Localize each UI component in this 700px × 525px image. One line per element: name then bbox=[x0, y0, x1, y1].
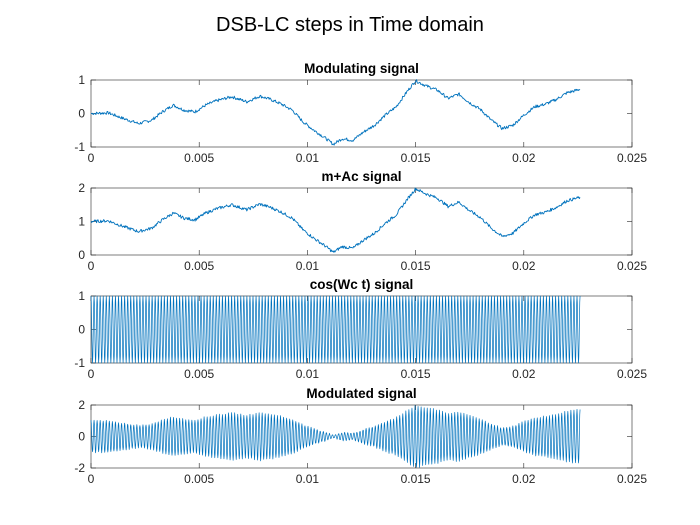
x-tick-label: 0 bbox=[88, 151, 95, 165]
x-tick-label: 0.01 bbox=[296, 367, 320, 381]
series-line bbox=[91, 79, 581, 146]
y-tick-label: 1 bbox=[78, 73, 85, 87]
plot-area bbox=[90, 295, 633, 364]
x-tick-label: 0.025 bbox=[617, 472, 647, 486]
x-tick-label: 0.01 bbox=[296, 151, 320, 165]
x-tick-label: 0.005 bbox=[184, 151, 214, 165]
y-tick-label: 2 bbox=[78, 181, 85, 195]
series-line bbox=[90, 295, 581, 364]
x-tick-label: 0.005 bbox=[184, 367, 214, 381]
subplot-title: m+Ac signal bbox=[322, 169, 402, 184]
y-tick-label: 2 bbox=[78, 398, 85, 412]
x-tick-label: 0.01 bbox=[296, 472, 320, 486]
x-tick-label: 0.02 bbox=[512, 367, 536, 381]
y-tick-label: 0 bbox=[78, 323, 85, 337]
x-tick-label: 0.025 bbox=[617, 151, 647, 165]
y-tick-label: -2 bbox=[74, 461, 85, 475]
y-tick-label: -1 bbox=[74, 140, 85, 154]
x-tick-label: 0.02 bbox=[512, 259, 536, 273]
series-line bbox=[90, 187, 581, 253]
x-tick-label: 0.02 bbox=[512, 151, 536, 165]
y-tick-label: 1 bbox=[78, 289, 85, 303]
x-tick-label: 0 bbox=[88, 472, 95, 486]
subplot-2: m+Ac signal 0 0.005 0.01 0.015 0.02 0.025 0 1 2 bbox=[78, 169, 647, 273]
x-tick-label: 0.025 bbox=[617, 259, 647, 273]
x-tick-label: 0 bbox=[88, 367, 95, 381]
subplot-panels: Modulating signal 0 0.005 0.01 0.015 0.02 0.02… bbox=[74, 61, 647, 486]
x-tick-label: 0.015 bbox=[401, 367, 431, 381]
x-tick-label: 0 bbox=[88, 259, 95, 273]
subplot-1: Modulating signal 0 0.005 0.01 0.015 0.02 0.02… bbox=[74, 61, 647, 165]
x-tick-label: 0.02 bbox=[512, 472, 536, 486]
subplot-title: cos(Wc t) signal bbox=[310, 277, 414, 292]
plot-area bbox=[90, 187, 633, 256]
y-tick-label: 0 bbox=[78, 248, 85, 262]
y-tick-label: 0 bbox=[78, 107, 85, 121]
y-tick-label: -1 bbox=[74, 356, 85, 370]
x-tick-label: 0.01 bbox=[296, 259, 320, 273]
subplot-4: Modulated signal 0 0.005 0.01 0.015 0.02 0.025… bbox=[74, 386, 647, 486]
x-tick-label: 0.015 bbox=[401, 151, 431, 165]
subplot-title: Modulating signal bbox=[304, 61, 419, 76]
y-tick-label: 1 bbox=[78, 215, 85, 229]
subplot-title: Modulated signal bbox=[306, 386, 416, 401]
subplot-3: cos(Wc t) signal 0 0.005 0.01 0.015 0.02 0.025… bbox=[74, 277, 647, 381]
y-tick-label: 0 bbox=[78, 430, 85, 444]
plot-area bbox=[90, 404, 633, 469]
x-tick-label: 0.015 bbox=[401, 259, 431, 273]
figure-title: DSB-LC steps in Time domain bbox=[216, 14, 484, 36]
x-tick-label: 0.005 bbox=[184, 259, 214, 273]
plot-area bbox=[90, 79, 633, 148]
x-tick-label: 0.015 bbox=[401, 472, 431, 486]
x-tick-label: 0.005 bbox=[184, 472, 214, 486]
x-tick-label: 0.025 bbox=[617, 367, 647, 381]
series-line bbox=[90, 405, 581, 468]
